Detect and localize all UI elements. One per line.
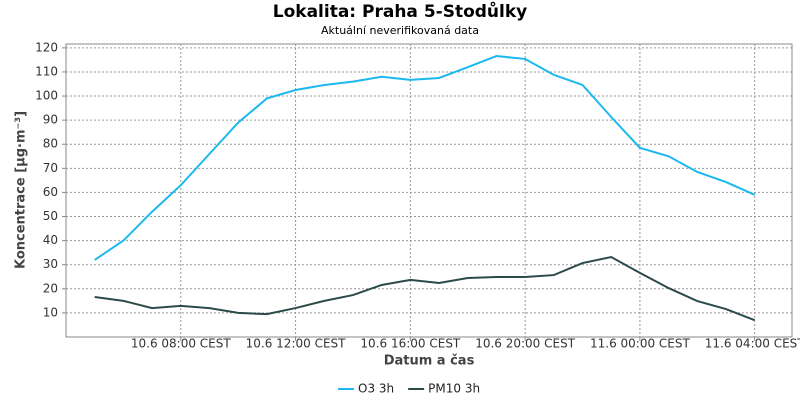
- y-tick-label: 110: [35, 64, 58, 78]
- legend-label: O3 3h: [358, 382, 394, 396]
- y-axis-label: Koncentrace [µg·m⁻³]: [14, 111, 29, 269]
- chart-subtitle: Aktuální neverifikovaná data: [321, 24, 479, 37]
- series-line: [94, 255, 756, 322]
- y-tick-label: 10: [43, 305, 58, 319]
- y-tick-label: 40: [43, 233, 58, 247]
- chart-title: Lokalita: Praha 5-Stodůlky: [273, 0, 528, 22]
- y-tick-label: 90: [43, 113, 58, 127]
- y-tick-label: 30: [43, 257, 58, 271]
- y-tick-label: 70: [43, 161, 58, 175]
- x-tick-label: 11.6 00:00 CEST: [590, 337, 691, 351]
- x-axis-label: Datum a čas: [384, 354, 475, 369]
- y-tick-label: 20: [43, 281, 58, 295]
- x-tick-label: 11.6 04:00 CEST: [705, 337, 800, 351]
- y-tick-label: 80: [43, 137, 58, 151]
- y-tick-label: 50: [43, 209, 58, 223]
- y-tick-label: 60: [43, 185, 58, 199]
- x-tick-label: 10.6 20:00 CEST: [475, 337, 576, 351]
- y-tick-label: 100: [35, 89, 58, 103]
- x-tick-label: 10.6 12:00 CEST: [246, 337, 347, 351]
- x-tick-label: 10.6 16:00 CEST: [360, 337, 461, 351]
- legend-label: PM10 3h: [428, 382, 480, 396]
- series-line: [94, 55, 756, 261]
- x-tick-label: 10.6 08:00 CEST: [131, 337, 232, 351]
- y-tick-label: 120: [35, 40, 58, 54]
